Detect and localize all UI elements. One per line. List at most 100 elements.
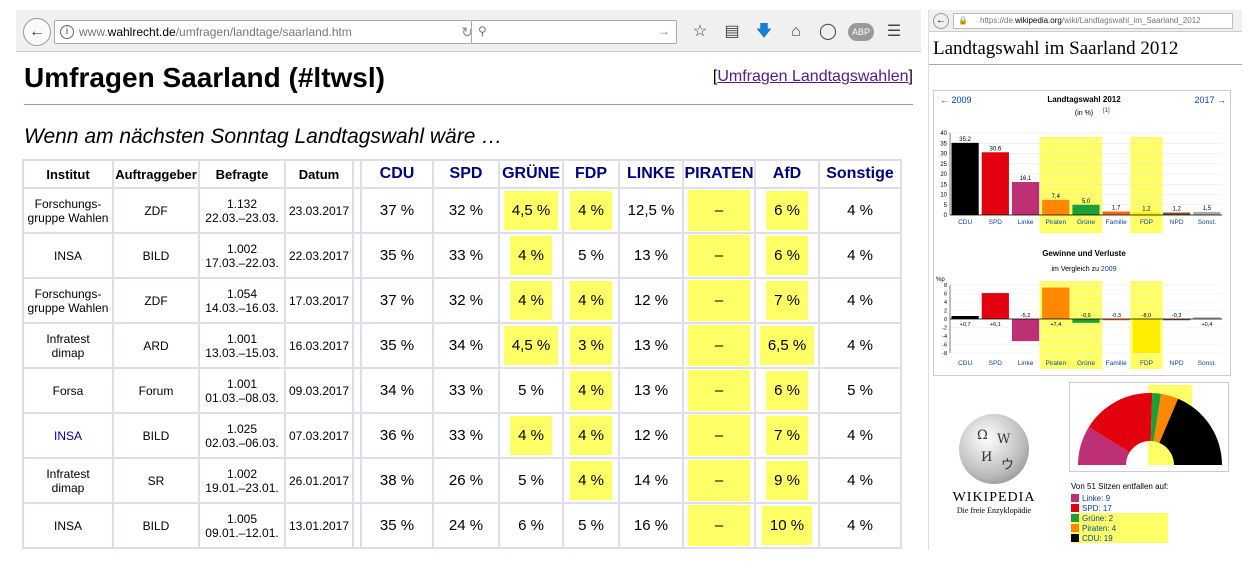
cell-fdp: 3 % <box>564 324 618 367</box>
cell-fdp: 4 % <box>564 189 618 232</box>
cell-spd: 33 % <box>434 414 498 457</box>
legend-label[interactable]: Grüne: 2 <box>1082 513 1114 523</box>
y-tick-label: 30 <box>940 152 947 158</box>
cell-fdp: 4 % <box>564 369 618 412</box>
home-icon[interactable]: ⌂ <box>791 23 801 40</box>
cell-sonst: 4 % <box>820 459 900 502</box>
befragte-range: 02.03.–06.03. <box>205 435 279 450</box>
cell-datum: 17.03.2017 <box>286 279 352 322</box>
header-sonstige[interactable]: Sonstige <box>820 161 900 187</box>
y-tick-label: 15 <box>940 182 947 188</box>
address-bar[interactable]: i www.wahlrecht.de/umfragen/landtage/saa… <box>54 20 480 44</box>
cell-institut[interactable]: INSA <box>24 414 112 457</box>
next-election-link[interactable]: 2017 → <box>1194 95 1226 105</box>
pocket-icon[interactable]: ◯ <box>819 23 837 40</box>
page-title: Umfragen Saarland (#ltwsl) <box>24 62 385 93</box>
y-tick-label: 2 <box>944 309 947 315</box>
cell-piraten: – <box>684 324 754 367</box>
value-piraten: – <box>688 415 750 456</box>
header-fdp[interactable]: FDP <box>564 161 618 187</box>
x-tick-label: Familie <box>1106 360 1127 367</box>
cell-institut: INSA <box>24 234 112 277</box>
table-header-row: Institut Auftraggeber Befragte Datum CDU… <box>24 161 900 187</box>
header-piraten[interactable]: PIRATEN <box>684 161 754 187</box>
reload-icon[interactable]: ↻ <box>461 24 473 40</box>
change-value-label: +0,4 <box>1201 322 1212 328</box>
download-icon[interactable]: 🡇 <box>755 23 773 40</box>
umfragen-landtagswahlen-link[interactable]: Umfragen Landtagswahlen <box>717 68 909 85</box>
legend-label[interactable]: Linke: 9 <box>1082 493 1111 503</box>
cell-fdp: 5 % <box>564 504 618 547</box>
cell-fdp: 4 % <box>564 414 618 457</box>
back-button-right[interactable]: ← <box>933 13 949 29</box>
reader-view-icon[interactable]: ▤ <box>724 23 740 40</box>
legend-label[interactable]: Piraten: 4 <box>1082 523 1117 533</box>
legend-swatch <box>1071 524 1079 532</box>
toolbar-icons: ☆ ▤ 🡇 ⌂ ◯ ABP ☰ <box>688 20 906 44</box>
cell-cdu: 34 % <box>362 369 432 412</box>
value-afd: 6 % <box>766 371 808 410</box>
change-bar-spd <box>981 293 1009 319</box>
legend-swatch <box>1071 514 1079 522</box>
legend-label[interactable]: SPD: 17 <box>1082 503 1112 513</box>
cell-befragte: 1.054 14.03.–16.03. <box>200 279 284 322</box>
cell-cdu: 35 % <box>362 324 432 367</box>
cell-auftraggeber: BILD <box>114 504 198 547</box>
cell-spd: 33 % <box>434 234 498 277</box>
table-row: Forschungs-gruppe Wahlen ZDF 1.054 14.03.–1… <box>24 279 900 322</box>
prev-election-link[interactable]: ← 2009 <box>940 95 972 105</box>
cell-fdp: 4 % <box>564 279 618 322</box>
adblock-plus-icon[interactable]: ABP <box>848 23 874 41</box>
highlight-band <box>1069 137 1103 233</box>
institut-line1: Infratest <box>46 466 90 481</box>
cell-befragte: 1.001 01.03.–08.03. <box>200 369 284 412</box>
seat-legend: Von 51 Sitzen entfallen auf: Linke: 9 SPD… <box>1071 482 1169 543</box>
address-bar-right[interactable]: 🔒 https://de.wikipedia.org/wiki/Landtags… <box>953 13 1233 29</box>
cell-afd: 6,5 % <box>756 324 818 367</box>
wikipedia-wordmark: WIKIPEDIA <box>952 490 1036 505</box>
polls-table: Institut Auftraggeber Befragte Datum CDU… <box>22 159 902 549</box>
bar-linke <box>1011 181 1040 215</box>
befragte-range: 14.03.–16.03. <box>205 300 279 315</box>
header-linke[interactable]: LINKE <box>620 161 682 187</box>
header-cdu[interactable]: CDU <box>362 161 432 187</box>
befragte-range: 19.01.–23.01. <box>205 480 279 495</box>
cell-institut: Forschungs-gruppe Wahlen <box>24 189 112 232</box>
legend-swatch <box>1071 504 1079 512</box>
header-auftraggeber: Auftraggeber <box>114 161 198 187</box>
search-input[interactable]: ⚲ → <box>471 20 677 44</box>
institut-link[interactable]: INSA <box>53 428 82 443</box>
cell-befragte: 1.002 17.03.–22.03. <box>200 234 284 277</box>
menu-icon[interactable]: ☰ <box>886 23 902 40</box>
y-tick-label: 35 <box>940 141 947 147</box>
compare-year-link[interactable]: 2009 <box>1101 266 1117 273</box>
chart1-ref: [1] <box>1103 108 1110 114</box>
header-spd[interactable]: SPD <box>434 161 498 187</box>
legend-swatch <box>1071 534 1079 542</box>
x-tick-label: SPD <box>989 360 1003 367</box>
cell-linke: 14 % <box>620 459 682 502</box>
y-tick-label: 10 <box>940 193 947 199</box>
cell-auftraggeber: ARD <box>114 324 198 367</box>
legend-label[interactable]: CDU: 19 <box>1082 533 1113 543</box>
cell-gruene: 4 % <box>500 234 562 277</box>
cell-sonst: 4 % <box>820 189 900 232</box>
bar-cdu <box>951 142 979 215</box>
header-institut: Institut <box>24 161 112 187</box>
value-fdp: 3 % <box>570 326 612 365</box>
x-tick-label: FDP <box>1140 360 1153 367</box>
header-afd[interactable]: AfD <box>756 161 818 187</box>
bar-value-label: 1,7 <box>1112 206 1121 212</box>
bookmark-star-icon[interactable]: ☆ <box>692 23 708 40</box>
cell-sonst: 4 % <box>820 504 900 547</box>
go-arrow-icon[interactable]: → <box>658 24 670 38</box>
cell-sonst: 4 % <box>820 234 900 277</box>
back-button[interactable]: ← <box>23 18 51 46</box>
x-tick-label: Sonst. <box>1198 360 1217 367</box>
cell-datum: 23.03.2017 <box>286 189 352 232</box>
header-gruene[interactable]: GRÜNE <box>500 161 562 187</box>
header-spacer <box>354 161 360 187</box>
info-icon[interactable]: i <box>60 25 74 39</box>
y-tick-label: 25 <box>940 162 947 168</box>
cell-linke: 13 % <box>620 324 682 367</box>
